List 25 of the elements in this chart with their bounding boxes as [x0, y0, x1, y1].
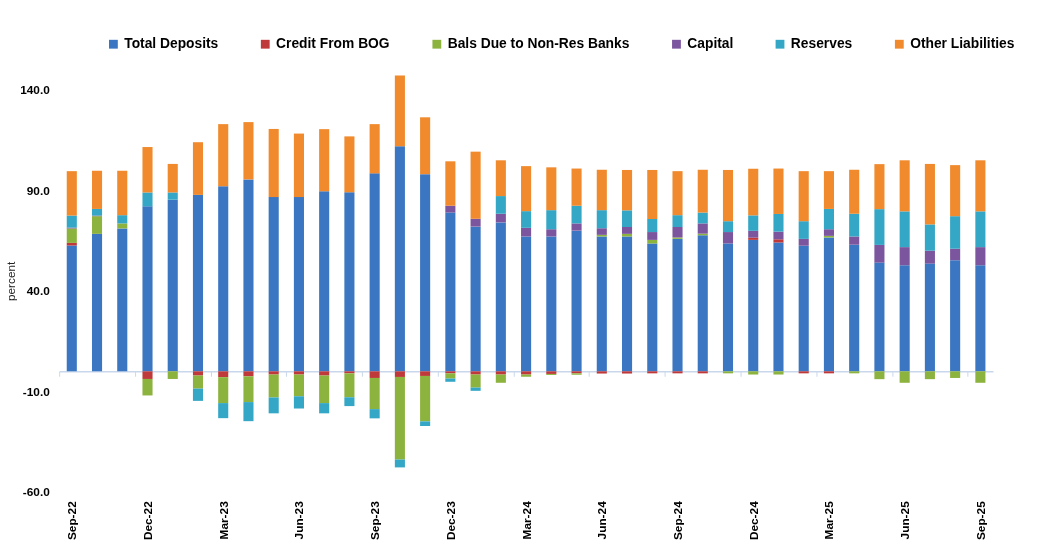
legend-label: Capital: [687, 36, 734, 52]
x-tick-label: Dec-23: [443, 500, 458, 541]
legend-label: Other Liabilities: [910, 36, 1015, 52]
y-tick-label: 140.0: [20, 83, 51, 98]
legend-label: Credit From BOG: [276, 36, 390, 52]
x-tick-label: Sep-25: [973, 500, 988, 541]
y-tick-label: -10.0: [22, 384, 51, 399]
x-tick-label: Jun-23: [292, 500, 307, 540]
legend-label: Reserves: [790, 36, 853, 52]
x-tick-label: Dec-22: [140, 500, 155, 541]
x-tick-label: Jun-24: [595, 500, 610, 540]
x-tick-label: Dec-24: [746, 500, 761, 541]
x-tick-label: Sep-23: [368, 500, 383, 541]
legend-label: Total Deposits: [124, 36, 219, 52]
x-tick-label: Mar-24: [519, 500, 534, 540]
x-tick-label: Mar-25: [822, 500, 837, 540]
legend-label: Bals Due to Non-Res Banks: [447, 36, 630, 52]
y-tick-label: 40.0: [26, 284, 51, 299]
y-axis-title: percent: [4, 260, 19, 302]
x-tick-label: Sep-22: [65, 500, 80, 541]
y-tick-label: 90.0: [26, 183, 51, 198]
x-tick-label: Mar-23: [216, 500, 231, 540]
x-tick-label: Jun-25: [898, 500, 913, 540]
y-tick-label: -60.0: [22, 485, 51, 500]
x-tick-label: Sep-24: [670, 500, 685, 541]
